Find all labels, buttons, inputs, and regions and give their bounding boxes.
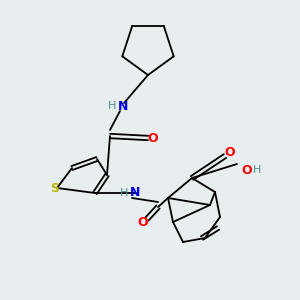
Text: H: H [120, 188, 128, 198]
Text: H: H [253, 165, 261, 175]
Text: S: S [50, 182, 59, 194]
Text: O: O [242, 164, 252, 176]
Text: O: O [225, 146, 235, 158]
Text: N: N [130, 187, 140, 200]
Text: O: O [138, 217, 148, 230]
Text: O: O [148, 131, 158, 145]
Text: N: N [118, 100, 128, 112]
Text: H: H [108, 101, 116, 111]
